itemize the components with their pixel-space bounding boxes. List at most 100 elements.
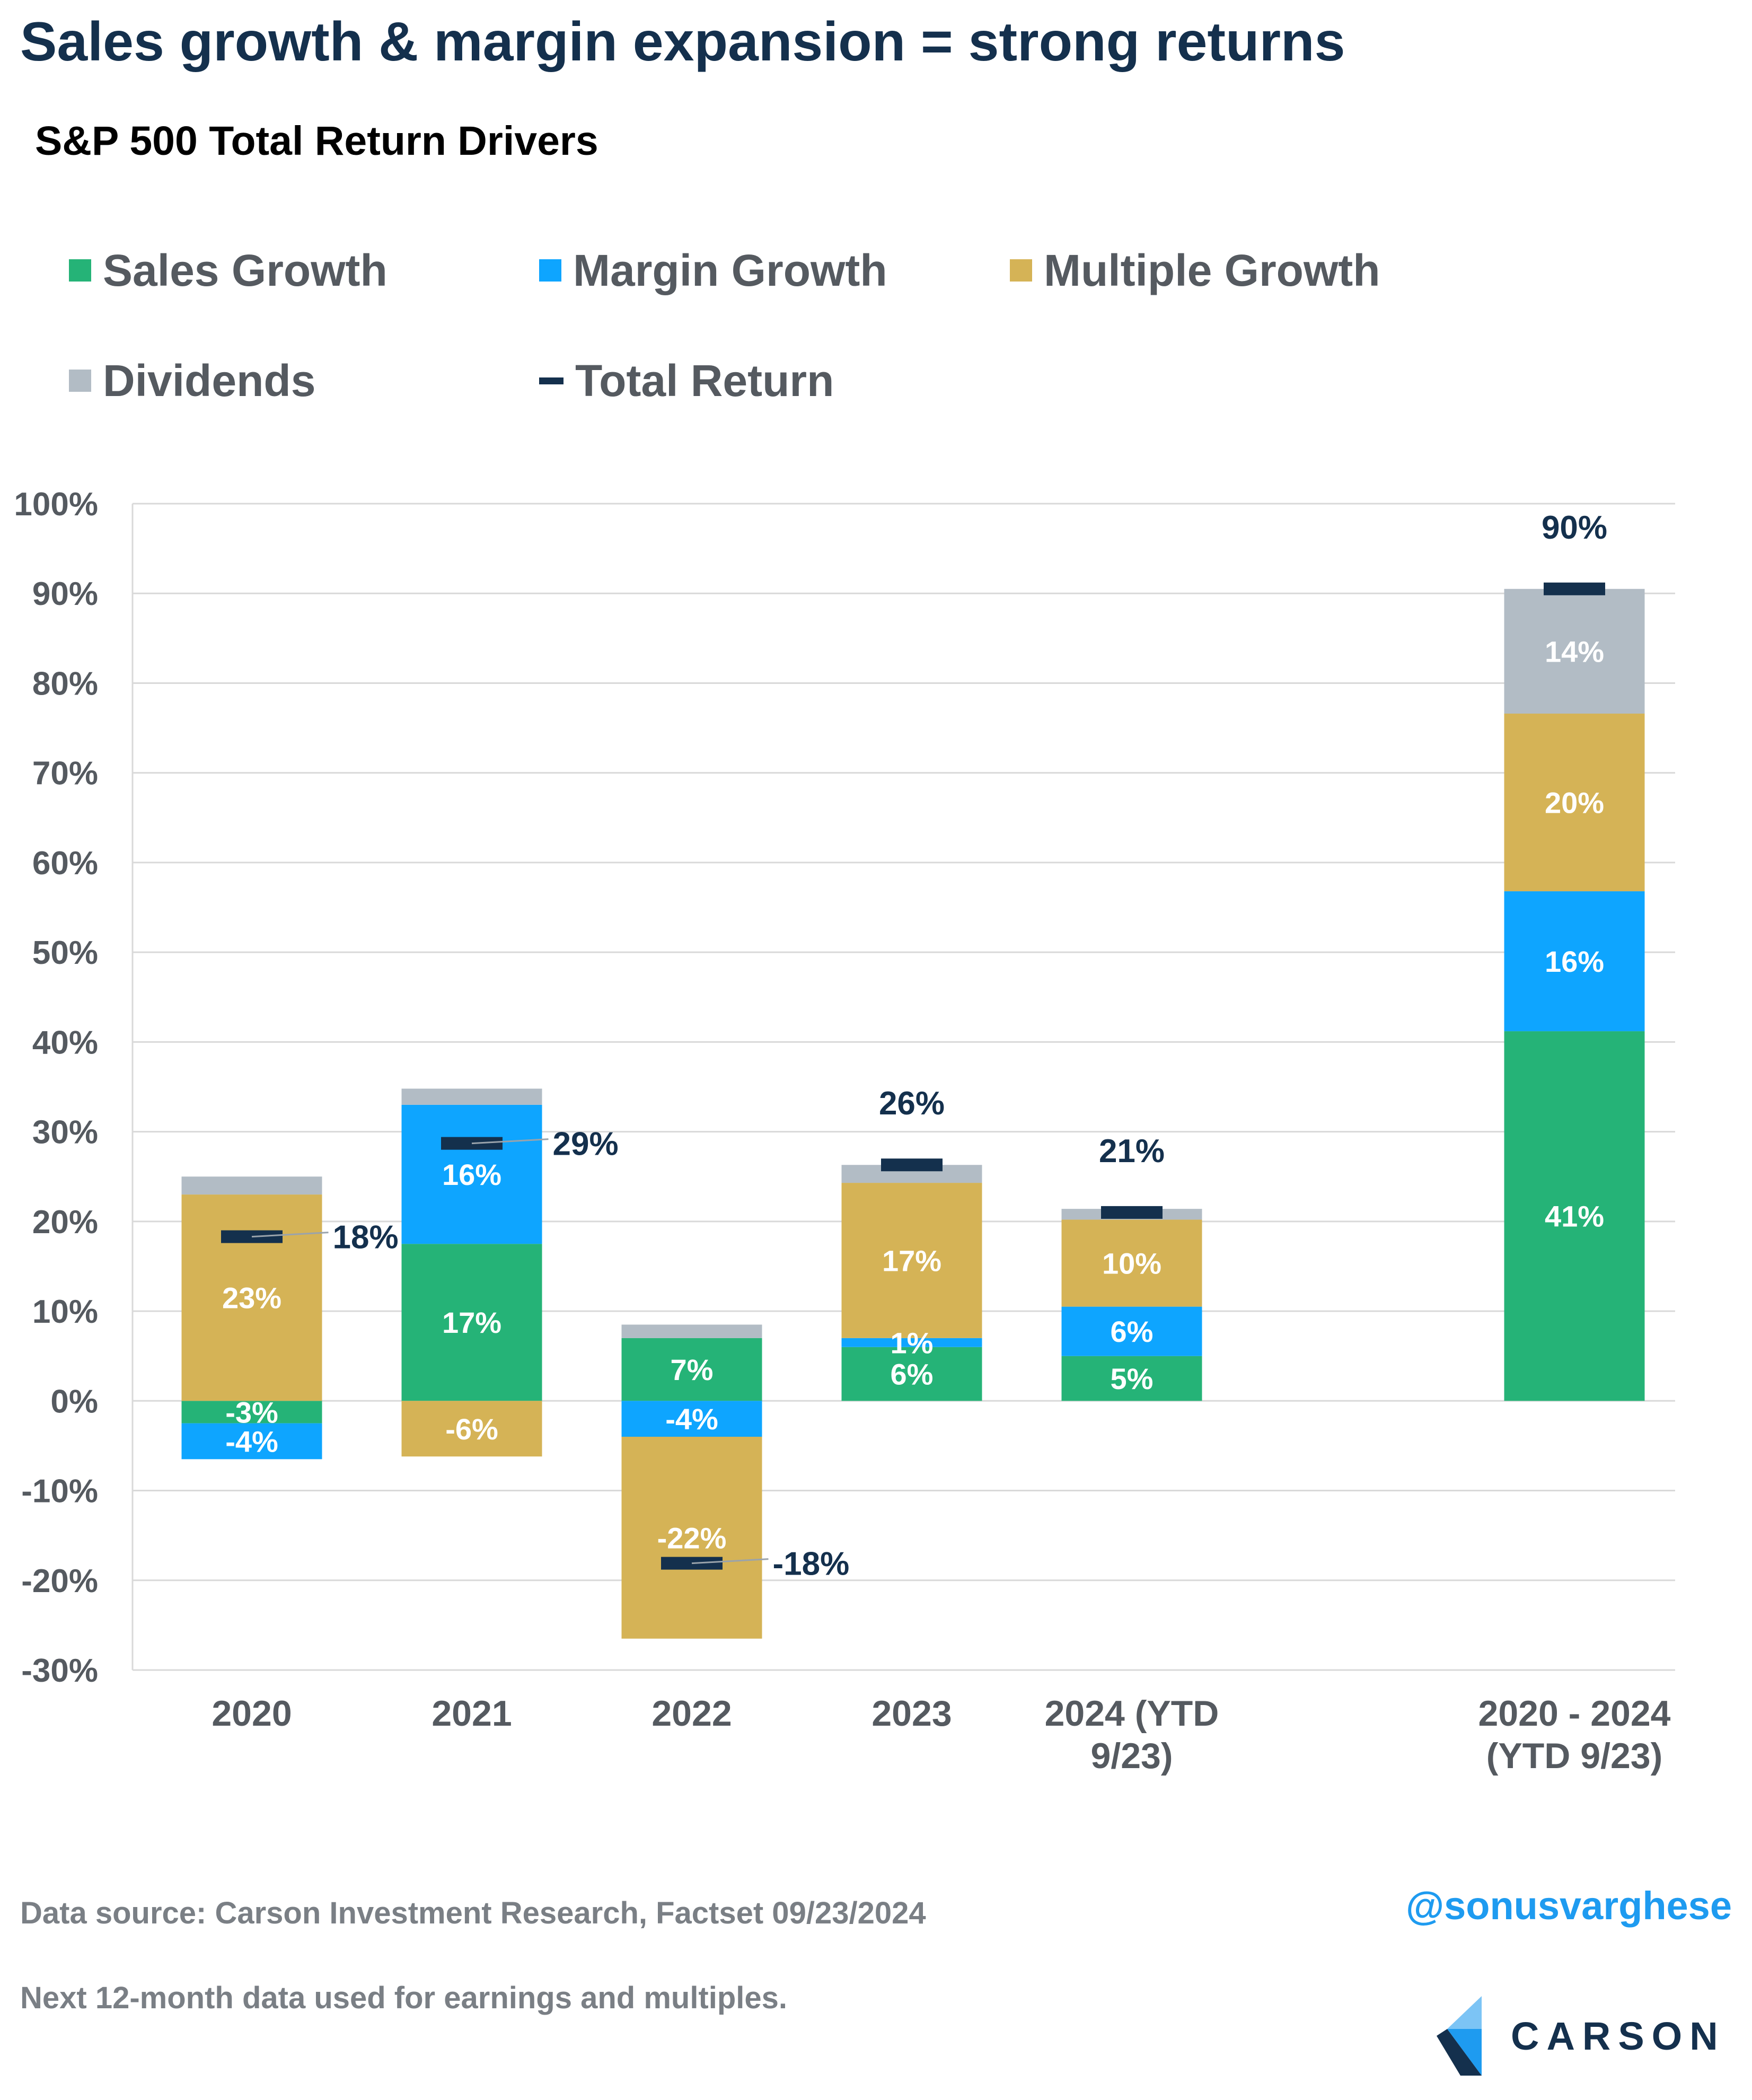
- bar-segment-sales: [401, 1244, 542, 1401]
- labels-layer: -3%-4%23%18%17%16%-6%29%7%-4%-22%-18%6%1…: [221, 509, 1607, 1583]
- bar-segment-margin: [181, 1423, 322, 1460]
- segment-value-label: 16%: [442, 1158, 501, 1191]
- legend-dash-total: [539, 377, 564, 384]
- segment-value-label: 20%: [1545, 786, 1604, 820]
- y-tick-label: 80%: [32, 665, 98, 702]
- segment-value-label: -4%: [665, 1402, 718, 1436]
- bar-segment-multiple: [1061, 1219, 1202, 1307]
- segment-value-label: 16%: [1545, 945, 1604, 978]
- bar-segment-dividends: [181, 1176, 322, 1195]
- chart-subtitle: S&P 500 Total Return Drivers: [35, 118, 598, 164]
- segment-value-label: 23%: [222, 1281, 281, 1315]
- y-tick-label: -20%: [21, 1563, 98, 1600]
- carson-logo-mark-icon: [1437, 1996, 1482, 2076]
- x-tick-label: 2020: [212, 1693, 292, 1734]
- y-tick-label: 40%: [32, 1024, 98, 1061]
- total-return-marker: [1101, 1206, 1163, 1219]
- bar-segment-margin: [841, 1338, 982, 1347]
- bar-segment-dividends: [1504, 588, 1645, 714]
- segment-value-label: -4%: [225, 1425, 278, 1458]
- bar-segment-multiple: [1504, 714, 1645, 892]
- legend-item-multiple: Multiple Growth: [1010, 241, 1380, 300]
- legend-swatch-margin: [539, 259, 561, 282]
- axis-layer: -30% -20% -10% 0% 10% 20% 30% 40% 50% 60% 70% 80% 90…: [14, 486, 1670, 1776]
- x-tick-label: 2021: [432, 1693, 512, 1734]
- total-return-label: 21%: [1099, 1133, 1165, 1170]
- total-return-label: -18%: [773, 1546, 850, 1583]
- x-tick-label: 2020 - 2024: [1478, 1693, 1671, 1734]
- total-return-label: 18%: [333, 1219, 399, 1256]
- total-return-label: 29%: [553, 1126, 619, 1163]
- carson-logo-text: CARSON: [1511, 2014, 1725, 2058]
- total-return-leader-line: [251, 1232, 329, 1238]
- x-tick-label: (YTD 9/23): [1486, 1736, 1663, 1776]
- legend-label-dividends: Dividends: [103, 355, 316, 406]
- legend-item-dividends: Dividends: [69, 352, 315, 410]
- legend-label-total: Total Return: [575, 355, 834, 406]
- legend-swatch-dividends: [69, 370, 91, 392]
- methodology-note: Next 12-month data used for earnings and…: [20, 1981, 788, 2015]
- legend-item-margin: Margin Growth: [539, 241, 887, 300]
- legend-swatch-sales: [69, 259, 91, 282]
- bar-segment-sales: [1061, 1356, 1202, 1401]
- bar-segment-margin: [621, 1401, 762, 1437]
- segment-value-label: -22%: [657, 1521, 727, 1554]
- segment-value-label: 7%: [671, 1353, 714, 1386]
- bar-segment-multiple: [181, 1194, 322, 1401]
- data-source-note: Data source: Carson Investment Research,…: [20, 1896, 926, 1930]
- bar-segment-margin: [1504, 891, 1645, 1032]
- y-tick-label: 90%: [32, 576, 98, 612]
- segment-value-label: 6%: [891, 1358, 934, 1391]
- x-tick-label: 2023: [871, 1693, 952, 1734]
- bar-segment-sales: [181, 1401, 322, 1424]
- legend-label-sales: Sales Growth: [103, 245, 388, 295]
- segment-value-label: 10%: [1102, 1247, 1161, 1280]
- total-return-label: 90%: [1542, 509, 1607, 546]
- segment-value-label: 5%: [1111, 1362, 1154, 1395]
- segment-value-label: 1%: [891, 1326, 934, 1359]
- bars-layer: [181, 588, 1645, 1639]
- bar-segment-sales: [621, 1338, 762, 1401]
- bar-segment-multiple: [621, 1437, 762, 1639]
- segment-value-label: -3%: [225, 1395, 278, 1429]
- segment-value-label: 6%: [1111, 1315, 1154, 1348]
- y-tick-label: 100%: [14, 486, 98, 523]
- legend-item-total: Total Return: [539, 352, 834, 410]
- total-return-label: 26%: [879, 1085, 945, 1122]
- stacked-bar-chart: -3%-4%23%18%17%16%-6%29%7%-4%-22%-18%6%1…: [14, 486, 1675, 1776]
- x-tick-label: 9/23): [1091, 1736, 1173, 1776]
- y-tick-label: 70%: [32, 755, 98, 792]
- segment-value-label: 17%: [882, 1244, 941, 1277]
- total-return-marker: [881, 1158, 943, 1172]
- total-return-marker: [1544, 582, 1605, 595]
- bar-segment-multiple: [401, 1401, 542, 1457]
- segment-value-label: 41%: [1545, 1200, 1604, 1233]
- grid-layer: [133, 503, 1675, 1671]
- legend-label-multiple: Multiple Growth: [1044, 245, 1380, 295]
- segment-value-label: 17%: [442, 1306, 501, 1339]
- legend-label-margin: Margin Growth: [573, 245, 887, 295]
- bar-segment-dividends: [401, 1088, 542, 1105]
- x-tick-label: 2022: [652, 1693, 732, 1734]
- segment-value-label: -6%: [445, 1412, 498, 1446]
- legend-swatch-multiple: [1010, 259, 1032, 282]
- carson-logo: CARSON: [1437, 1993, 1733, 2078]
- chart-title: Sales growth & margin expansion = strong…: [20, 11, 1345, 73]
- bar-segment-sales: [841, 1347, 982, 1401]
- total-return-leader-line: [691, 1558, 769, 1565]
- y-tick-label: 10%: [32, 1294, 98, 1330]
- segment-value-label: 14%: [1545, 635, 1604, 668]
- author-handle[interactable]: @sonusvarghese: [1405, 1884, 1732, 1928]
- y-tick-label: 60%: [32, 845, 98, 882]
- total-return-leader-line: [471, 1138, 549, 1145]
- legend-item-sales: Sales Growth: [69, 241, 388, 300]
- bar-segment-multiple: [841, 1183, 982, 1338]
- bar-segment-margin: [1061, 1306, 1202, 1356]
- bar-segment-margin: [401, 1104, 542, 1244]
- y-tick-label: 50%: [32, 935, 98, 971]
- y-tick-label: 0%: [50, 1383, 98, 1420]
- y-tick-label: 20%: [32, 1204, 98, 1241]
- y-tick-label: 30%: [32, 1114, 98, 1151]
- bar-segment-sales: [1504, 1031, 1645, 1401]
- x-tick-label: 2024 (YTD: [1045, 1693, 1219, 1734]
